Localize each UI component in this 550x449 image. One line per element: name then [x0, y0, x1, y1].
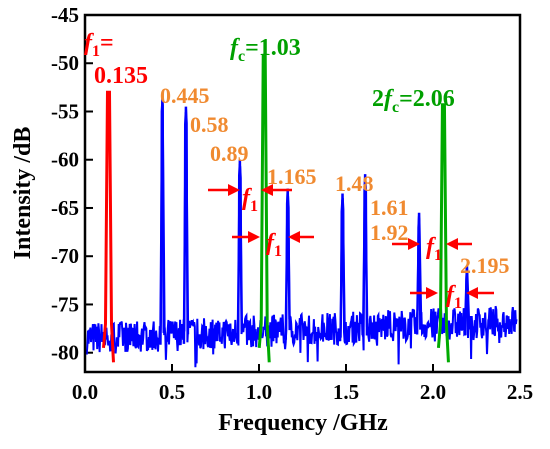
peak-label-089: 0.89 — [210, 141, 249, 166]
y-tick-label: -80 — [51, 341, 79, 365]
x-axis-title: Frequency /GHz — [218, 410, 388, 436]
peak-label-058: 0.58 — [190, 112, 229, 137]
x-tick-label: 1.5 — [333, 380, 359, 404]
spacing-label-3: f1 — [426, 234, 442, 264]
y-tick-label: -65 — [51, 196, 79, 220]
peak-spike — [361, 174, 369, 337]
x-tick-label: 2.0 — [420, 380, 446, 404]
f1-annotation: f1= 0.135 — [84, 30, 148, 89]
spacing-label-1: f1 — [242, 185, 258, 215]
f1-label: f1= — [84, 30, 114, 60]
peak-spike — [159, 97, 166, 345]
fc-annotation: fc=1.03 2fc=2.06 — [230, 35, 455, 116]
spacing-arrowhead-right-3 — [446, 238, 458, 250]
y-axis-title: Intensity /dB — [10, 127, 36, 260]
spacing-arrowhead-left-2 — [248, 231, 260, 243]
two-fc-label: 2fc=2.06 — [372, 86, 455, 116]
y-tick-label: -45 — [51, 3, 79, 27]
peak-spike — [463, 265, 471, 333]
x-tick-label: 0.5 — [159, 380, 185, 404]
y-tick-label: -60 — [51, 148, 79, 172]
peak-spike — [236, 159, 244, 342]
peak-label-192: 1.92 — [370, 220, 409, 245]
spacing-arrowhead-left-3 — [408, 238, 420, 250]
x-tick-label: 2.5 — [507, 380, 533, 404]
peak-label-2195: 2.195 — [460, 253, 510, 278]
spacing-arrowhead-right-2 — [288, 231, 300, 243]
spacing-label-2: f1 — [266, 230, 282, 260]
trace-layer — [85, 54, 518, 368]
peak-label-148: 1.48 — [335, 171, 374, 196]
spacing-arrowhead-right-4 — [466, 287, 478, 299]
spacing-markers: f1 f1 f1 f1 — [208, 184, 494, 312]
spacing-arrowhead-right-1 — [261, 184, 273, 196]
peak-spike — [339, 193, 346, 338]
spacing-label-4: f1 — [446, 282, 462, 312]
peak-label-161: 1.61 — [370, 195, 409, 220]
ticks-layer: 0.0 0.5 1.0 1.5 2.0 2.5 -45 -50 -55 -60 -65 -70 -75 -… — [51, 3, 533, 404]
plot-frame — [83, 13, 522, 374]
y-tick-label: -70 — [51, 244, 79, 268]
f1-value: 0.135 — [94, 63, 148, 89]
peak-spike — [101, 90, 115, 363]
peak-label-1165: 1.165 — [267, 164, 317, 189]
y-tick-label: -55 — [51, 99, 79, 123]
spacing-arrowhead-left-1 — [228, 184, 240, 196]
y-tick-label: -75 — [51, 292, 79, 316]
fc-label: fc=1.03 — [230, 35, 301, 65]
noise-trace — [85, 100, 518, 368]
x-tick-label: 1.0 — [246, 380, 272, 404]
peak-labels: 0.445 0.58 0.89 1.165 1.48 1.61 1.92 2.1… — [160, 83, 510, 278]
peak-spike — [284, 188, 291, 340]
peak-spike — [436, 103, 450, 363]
x-tick-label: 0.0 — [72, 380, 98, 404]
peak-spike — [182, 106, 190, 344]
spacing-arrowhead-left-4 — [426, 287, 438, 299]
y-tick-label: -50 — [51, 51, 79, 75]
peak-label-0445: 0.445 — [160, 83, 210, 108]
peak-spike — [257, 54, 271, 363]
